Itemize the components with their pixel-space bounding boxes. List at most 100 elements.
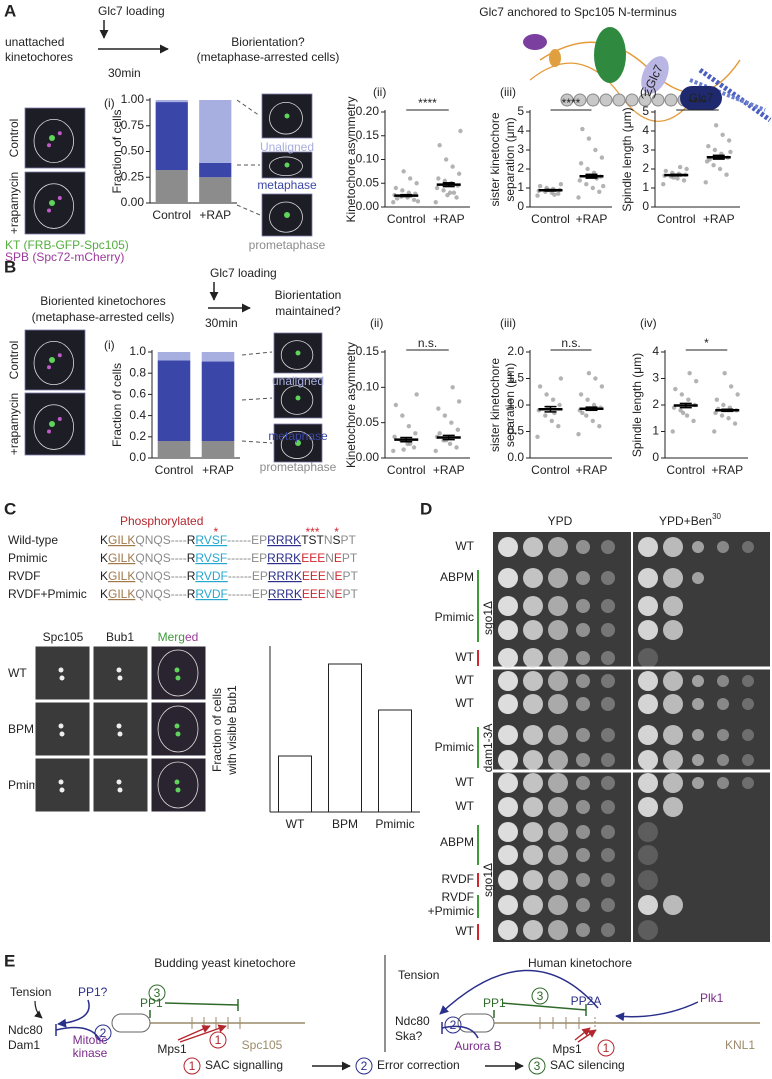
colony-spot	[663, 671, 683, 691]
sequence-segment: EEE	[302, 587, 326, 601]
y-tick-label: 0.50	[121, 144, 145, 158]
colony-spot	[523, 568, 543, 588]
y-tick-label: 0.8	[129, 365, 146, 379]
data-point	[728, 149, 733, 155]
bar-segment	[201, 441, 235, 458]
sequence-segment: EP	[252, 569, 268, 583]
y-tick-label: 0.15	[356, 128, 380, 142]
data-point	[537, 384, 543, 389]
colony-spot	[692, 729, 704, 741]
state-label: (metaphase-arrested cells)	[32, 310, 175, 324]
colony-spot	[523, 596, 543, 616]
y-tick-label: 2	[517, 161, 524, 175]
decoration	[111, 1013, 151, 1033]
sequence-segment: R	[187, 569, 196, 583]
sequence-segment: K	[100, 587, 108, 601]
data-point	[673, 386, 678, 392]
data-point	[703, 180, 708, 185]
significance-label: n.s.	[561, 336, 580, 350]
data-point	[711, 163, 716, 168]
sequence-name: Pmimic	[8, 551, 47, 565]
colony-spot	[523, 750, 543, 770]
annotation: ***	[306, 525, 320, 539]
colony-spot	[548, 797, 568, 817]
sequence-segment: RVSF	[195, 533, 227, 547]
y-tick-label: 1.0	[129, 344, 146, 358]
decoration	[241, 397, 273, 401]
colony-spot	[638, 773, 658, 793]
data-point	[411, 197, 417, 203]
data-point	[442, 178, 448, 184]
sequence-segment: R	[187, 551, 196, 565]
strain-label: Pmimic	[435, 610, 474, 624]
sequence-segment: ------	[228, 587, 252, 601]
data-point	[597, 189, 602, 194]
sequence-segment: K	[100, 569, 108, 583]
colony-spot	[692, 754, 704, 766]
colony-spot	[576, 674, 590, 688]
colony-spot	[742, 729, 754, 741]
data-point	[591, 402, 597, 408]
data-point	[407, 441, 413, 447]
decoration	[179, 1024, 227, 1043]
cell-outline	[269, 156, 303, 177]
y-tick-label: 0.0	[129, 450, 146, 464]
data-point	[449, 420, 454, 425]
section-title: Budding yeast kinetochore	[154, 956, 296, 970]
x-tick-label: +RAP	[576, 463, 608, 477]
signal	[58, 667, 64, 673]
colony-spot	[601, 540, 615, 554]
data-point	[535, 434, 540, 439]
y-tick-label: 0	[652, 450, 659, 464]
sequence-name: RVDF	[8, 569, 40, 583]
data-point	[392, 434, 397, 439]
data-point	[556, 191, 561, 196]
decoration	[148, 984, 166, 1002]
decoration	[664, 93, 678, 107]
data-point	[401, 169, 406, 174]
decoration	[597, 1039, 615, 1057]
decoration	[177, 1025, 211, 1041]
y-tick-label: 0.10	[356, 380, 380, 394]
sequence-segment: S	[333, 533, 341, 547]
data-point	[557, 402, 562, 408]
data-point	[681, 178, 687, 183]
data-point	[684, 413, 690, 418]
data-point	[556, 424, 561, 429]
y-tick-label: 0.4	[129, 408, 146, 422]
colony-spot	[742, 777, 754, 789]
decoration	[528, 1057, 546, 1075]
state-label: Biorientation	[275, 288, 342, 302]
subpanel-label: (iii)	[500, 85, 516, 99]
diagram-label: Mps1	[552, 1042, 582, 1056]
x-tick-label: WT	[286, 817, 305, 831]
colony-spot	[576, 825, 590, 839]
sequence-segment: EEE	[302, 569, 326, 583]
data-point	[437, 143, 442, 148]
signal	[117, 787, 123, 793]
colony-spot	[717, 698, 729, 710]
y-axis-label: Kinetochore asymmetry	[344, 342, 358, 468]
data-point	[436, 406, 441, 411]
sequence-segment: QNQS	[135, 533, 170, 547]
colony-spot	[548, 822, 568, 842]
signal	[49, 421, 55, 427]
y-tick-label: 0.20	[356, 104, 380, 118]
diagram-label: Mps1	[157, 1042, 187, 1056]
diagram-label: Ndc80	[395, 1014, 430, 1028]
cell-outline	[33, 183, 74, 229]
bar-segment	[155, 100, 188, 103]
y-tick-label: 2	[642, 161, 649, 175]
legend-label: SAC signalling	[205, 1058, 283, 1072]
signal	[59, 731, 65, 737]
data-point	[413, 431, 418, 436]
state-label: maintained?	[275, 304, 341, 318]
data-point	[719, 413, 725, 418]
signal	[284, 113, 290, 119]
colony-spot	[717, 541, 729, 553]
colony-spot	[601, 599, 615, 613]
colony-spot	[523, 822, 543, 842]
colony-spot	[742, 754, 754, 766]
subpanel-label: (ii)	[370, 316, 383, 330]
diagram-label: Aurora B	[454, 1039, 501, 1053]
